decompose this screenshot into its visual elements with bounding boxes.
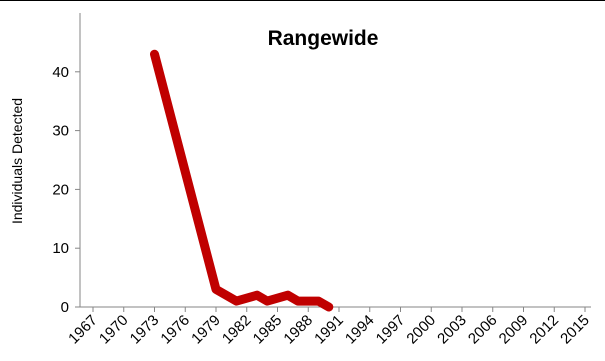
y-axis-label: Individuals Detected [9, 98, 25, 224]
x-tick-label: 1982 [219, 312, 255, 348]
data-point [287, 294, 289, 296]
x-tick-label: 1967 [65, 312, 101, 348]
data-point [215, 288, 217, 290]
data-point [328, 306, 330, 308]
x-tick-label: 2006 [465, 312, 501, 348]
data-point [236, 300, 237, 302]
x-tick-label: 1970 [96, 312, 132, 348]
y-tick-label: 40 [52, 64, 69, 81]
data-point [266, 300, 268, 302]
x-tick-label: 2003 [434, 312, 470, 348]
x-tick-label: 2000 [403, 312, 439, 348]
x-tick-label: 2009 [496, 312, 532, 348]
x-tick-label: 1976 [157, 312, 193, 348]
series-layer [150, 49, 334, 312]
chart-title: Rangewide [268, 27, 379, 50]
x-axis-ticks: 1967197019731976197919821985198819911994… [65, 307, 593, 347]
data-point [154, 53, 155, 55]
x-tick-label: 2012 [526, 312, 562, 348]
data-point [297, 300, 299, 302]
data-point [256, 294, 258, 296]
x-tick-label: 1997 [373, 312, 409, 348]
series-line-0 [150, 49, 334, 312]
y-tick-label: 20 [52, 181, 69, 198]
y-tick-label: 10 [52, 240, 69, 257]
x-tick-label: 1994 [342, 312, 378, 348]
x-tick-label: 1979 [188, 312, 224, 348]
y-tick-label: 30 [52, 123, 69, 140]
y-tick-label: 0 [61, 299, 69, 316]
x-tick-label: 1991 [311, 312, 347, 348]
y-axis-ticks: 0 10 20 30 40 [52, 64, 80, 316]
data-point [318, 300, 319, 302]
x-tick-label: 2015 [557, 312, 593, 348]
x-tick-label: 1973 [127, 312, 163, 348]
x-tick-label: 1985 [250, 312, 286, 348]
x-tick-label: 1988 [280, 312, 316, 348]
